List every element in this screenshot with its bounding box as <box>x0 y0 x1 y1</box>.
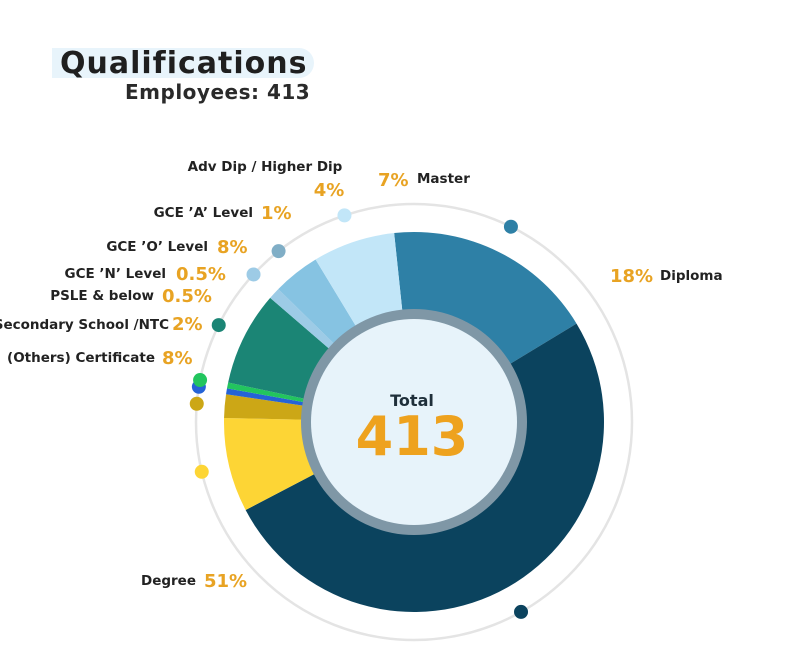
label-degree: Degree <box>141 573 196 589</box>
marker-adv-dip-higher-dip <box>271 244 286 259</box>
label-diploma: Diploma <box>660 268 723 284</box>
center-label: Total <box>390 391 434 410</box>
label-secondary-school-ntc: Secondary School /NTC <box>0 317 169 333</box>
percent-gce-o-level: 8% <box>217 237 248 258</box>
percent-gce-a-level: 1% <box>261 203 292 224</box>
percent-psle-below: 0.5% <box>162 286 212 307</box>
marker-gce-n-level <box>193 373 208 388</box>
label-adv-dip-higher-dip: Adv Dip / Higher Dip <box>188 159 343 175</box>
marker-secondary-school-ntc <box>189 396 204 411</box>
percent-diploma: 18% <box>610 266 653 287</box>
percent-secondary-school-ntc: 2% <box>172 314 203 335</box>
marker-diploma <box>503 219 518 234</box>
percent-adv-dip-higher-dip: 4% <box>314 180 345 201</box>
title-block: Qualifications <box>52 46 314 81</box>
percent-degree: 51% <box>204 571 247 592</box>
label-group: Diploma 18% Degree 51% (Others) Certificate 8… <box>0 159 723 619</box>
percent-gce-n-level: 0.5% <box>176 264 226 285</box>
label-master: Master <box>417 171 470 187</box>
center-value: 413 <box>356 405 469 468</box>
slice-psle-below <box>226 388 321 409</box>
percent-others-certificate: 8% <box>162 348 193 369</box>
title-highlight <box>52 48 314 78</box>
slice-adv-dip-higher-dip <box>278 259 365 356</box>
label-psle-below: PSLE & below <box>50 288 154 304</box>
marker-degree <box>514 604 529 619</box>
marker-gce-o-level <box>211 318 226 333</box>
slice-diploma <box>394 231 577 373</box>
marker-gce-a-level <box>246 267 261 282</box>
slice-secondary-school-ntc <box>224 394 321 421</box>
employee-count: Employees: 413 <box>125 80 311 104</box>
label-gce-n-level: GCE ’N’ Level <box>64 266 166 282</box>
marker-master <box>337 208 352 223</box>
slice-gce-a-level <box>270 289 347 360</box>
label-gce-a-level: GCE ’A’ Level <box>154 205 253 221</box>
label-gce-o-level: GCE ’O’ Level <box>106 239 208 255</box>
page-title: Qualifications <box>60 46 308 81</box>
percent-master: 7% <box>378 170 409 191</box>
slice-gce-n-level <box>227 382 322 406</box>
marker-others-certificate <box>194 464 209 479</box>
outer-guide-ring <box>194 202 634 642</box>
center-disc <box>311 319 517 525</box>
label-others-certificate: (Others) Certificate <box>7 350 155 366</box>
